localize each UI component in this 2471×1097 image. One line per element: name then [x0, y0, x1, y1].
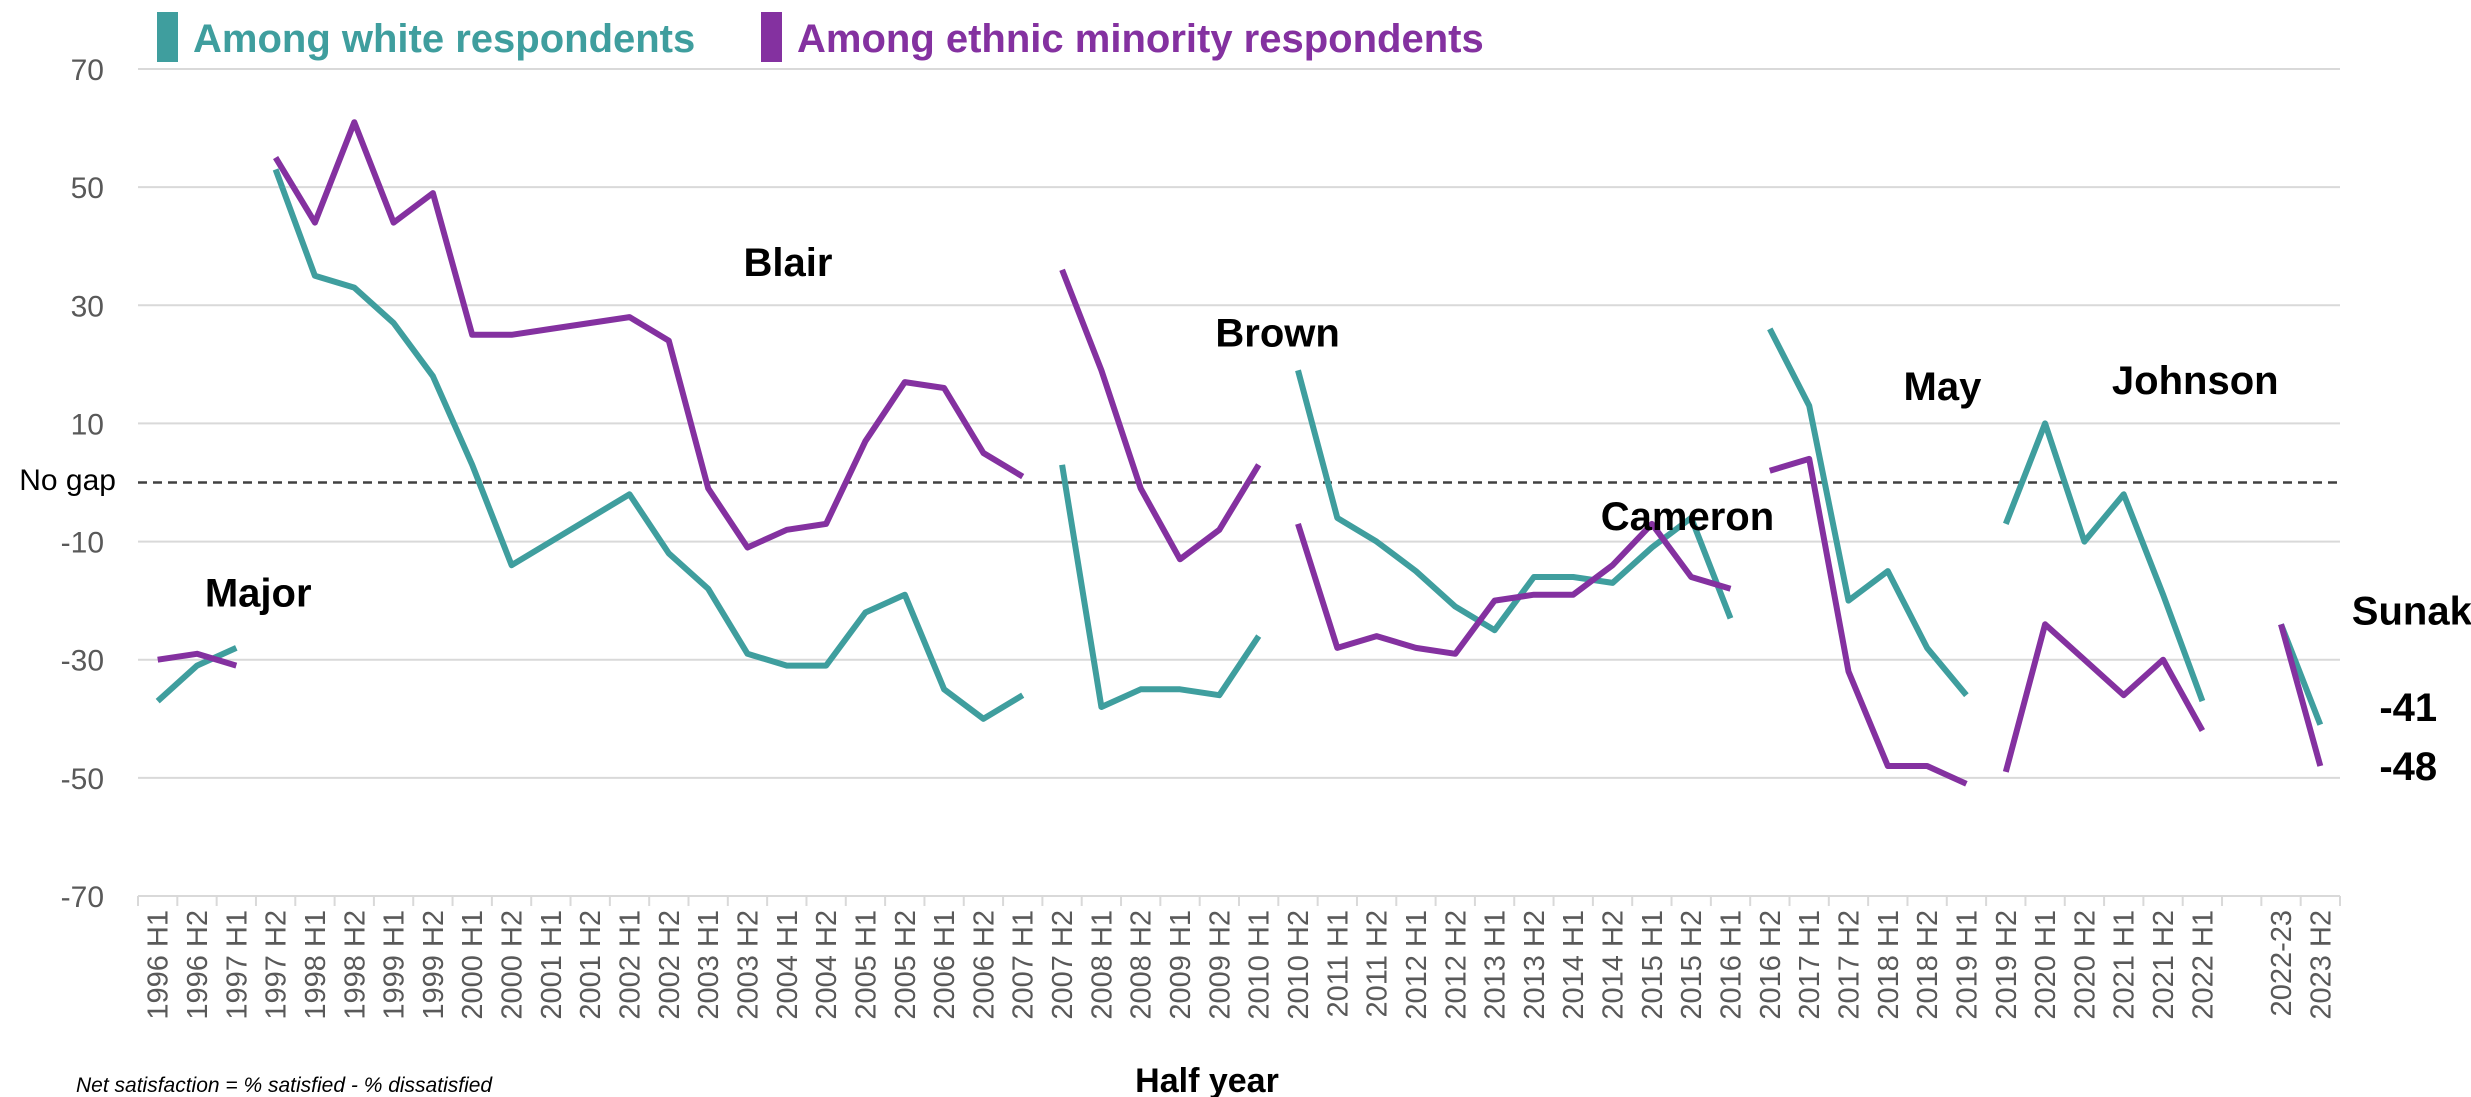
x-tick-label: 2014 H2 [1598, 910, 1630, 1020]
x-tick-label: 1998 H2 [339, 910, 371, 1020]
series-line-minority [1768, 455, 1968, 787]
x-tick-label: 2017 H2 [1833, 910, 1865, 1020]
x-tick-label: 2016 H2 [1755, 910, 1787, 1020]
x-tick-label: 2023 H2 [2305, 910, 2337, 1020]
series-line-white [1295, 369, 1734, 634]
series-line-minority [273, 119, 1025, 551]
x-tick-label: 1997 H2 [261, 910, 293, 1020]
y-tick-label: 10 [71, 408, 104, 441]
x-tick-label: 2015 H2 [1676, 910, 1708, 1020]
x-tick-label: 2011 H2 [1362, 910, 1394, 1018]
y-tick-label: -10 [61, 527, 104, 560]
x-tick-label: 2004 H1 [772, 910, 804, 1020]
x-tick-label: 2001 H2 [575, 910, 607, 1020]
legend-label-white: Among white respondents [193, 17, 695, 61]
x-tick-label: 2016 H1 [1716, 910, 1748, 1020]
pm-label: Blair [744, 241, 833, 285]
x-tick-label: 1998 H1 [300, 910, 332, 1020]
x-tick-label: 2001 H1 [536, 910, 568, 1020]
x-tick-label: 2003 H2 [732, 910, 764, 1020]
x-tick-label: 2012 H1 [1401, 910, 1433, 1020]
x-tick-label: 2000 H1 [457, 910, 489, 1020]
x-tick-label: 2004 H2 [811, 910, 843, 1020]
x-tick-label: 1999 H1 [379, 910, 411, 1020]
x-tick-label: 2008 H2 [1126, 910, 1158, 1020]
pm-label: Major [205, 572, 312, 616]
series-line-white [272, 168, 1025, 722]
x-tick-label: 2015 H1 [1637, 910, 1669, 1020]
series-line-minority [2002, 621, 2206, 773]
x-tick-label: 2019 H2 [1991, 910, 2023, 1020]
end-value-label: -41 [2379, 686, 2437, 730]
x-tick-label: 2009 H1 [1165, 910, 1197, 1020]
x-tick-label: 2005 H1 [850, 910, 882, 1020]
x-tick-label: 2022 H1 [2187, 910, 2219, 1020]
x-tick-label: 2018 H2 [1912, 910, 1944, 1020]
y-axis: 70 50 30 10 -10 -30 -50 -70 [61, 54, 104, 914]
x-tick-label: 2006 H2 [968, 910, 1000, 1020]
x-tick-label: 2002 H2 [654, 910, 686, 1020]
no-gap-label: No gap [19, 464, 116, 497]
x-tick-label: 2007 H2 [1047, 910, 1079, 1020]
x-tick-label: 2008 H1 [1086, 910, 1118, 1020]
x-tick-label: 2017 H1 [1794, 910, 1826, 1020]
series-line-minority [1059, 268, 1262, 563]
x-tick-label: 1997 H1 [221, 910, 253, 1020]
x-tick-label: 2011 H1 [1322, 910, 1354, 1018]
series-line-white [1767, 327, 1969, 698]
x-tick-label: 1996 H1 [143, 910, 175, 1020]
x-tick-label: 2000 H2 [497, 910, 529, 1020]
x-tick-label: 2021 H1 [2109, 910, 2141, 1020]
x-tick-label: 2005 H2 [890, 910, 922, 1020]
x-tick-label: 2022-23 [2266, 910, 2298, 1016]
x-tick-label: 2009 H2 [1204, 910, 1236, 1020]
x-tick-label: 2018 H1 [1873, 910, 1905, 1020]
legend-swatch-white [157, 12, 178, 62]
y-tick-label: -30 [61, 645, 104, 678]
series-line-minority [157, 650, 238, 669]
series-line-white [2003, 420, 2206, 703]
pm-label: Sunak [2352, 589, 2471, 633]
y-tick-label: 30 [71, 290, 104, 323]
x-tick-label: 2002 H1 [615, 910, 647, 1020]
x-axis: 1996 H1 1996 H2 1997 H1 1997 H2 1998 H1 1998 … [137, 896, 2341, 1020]
series-line-minority [1295, 520, 1732, 657]
y-tick-label: 50 [71, 172, 104, 205]
y-tick-label: -70 [61, 881, 104, 914]
x-tick-label: 1999 H2 [418, 910, 450, 1020]
pm-labels: Major Blair Brown Cameron May Johnson Sunak -41… [205, 241, 2471, 789]
pm-label: Brown [1215, 312, 1339, 356]
x-tick-label: 2013 H1 [1480, 910, 1512, 1020]
x-tick-label: 2020 H2 [2069, 910, 2101, 1020]
x-tick-label: 1996 H2 [182, 910, 214, 1020]
footnote: Net satisfaction = % satisfied - % dissa… [76, 1074, 493, 1097]
legend-label-minority: Among ethnic minority respondents [797, 17, 1484, 61]
x-tick-label: 2019 H1 [1951, 910, 1983, 1020]
y-tick-label: -50 [61, 763, 104, 796]
x-tick-label: 2006 H1 [929, 910, 961, 1020]
no-gap-reference: No gap [19, 464, 2340, 497]
pm-label: Cameron [1601, 495, 1774, 539]
legend-swatch-minority [761, 12, 782, 62]
pm-label: Johnson [2112, 359, 2279, 403]
legend: Among white respondents Among ethnic min… [157, 12, 1484, 62]
x-tick-label: 2014 H1 [1558, 910, 1590, 1020]
x-tick-label: 2021 H2 [2148, 910, 2180, 1020]
series-line-minority [2278, 623, 2324, 767]
series-line-white [1059, 464, 1262, 710]
pm-label: May [1904, 365, 1983, 409]
x-tick-label: 2007 H1 [1008, 910, 1040, 1020]
x-tick-label: 2003 H1 [693, 910, 725, 1020]
y-tick-label: 70 [71, 54, 104, 87]
x-axis-title: Half year [1135, 1062, 1279, 1097]
x-tick-label: 2012 H2 [1440, 910, 1472, 1020]
x-tick-label: 2010 H1 [1244, 910, 1276, 1020]
series-line-white [155, 645, 238, 704]
x-tick-label: 2020 H1 [2030, 910, 2062, 1020]
series-lines [155, 119, 2324, 787]
x-tick-label: 2010 H2 [1283, 910, 1315, 1020]
end-value-label: -48 [2379, 745, 2437, 789]
x-tick-label: 2013 H2 [1519, 910, 1551, 1020]
